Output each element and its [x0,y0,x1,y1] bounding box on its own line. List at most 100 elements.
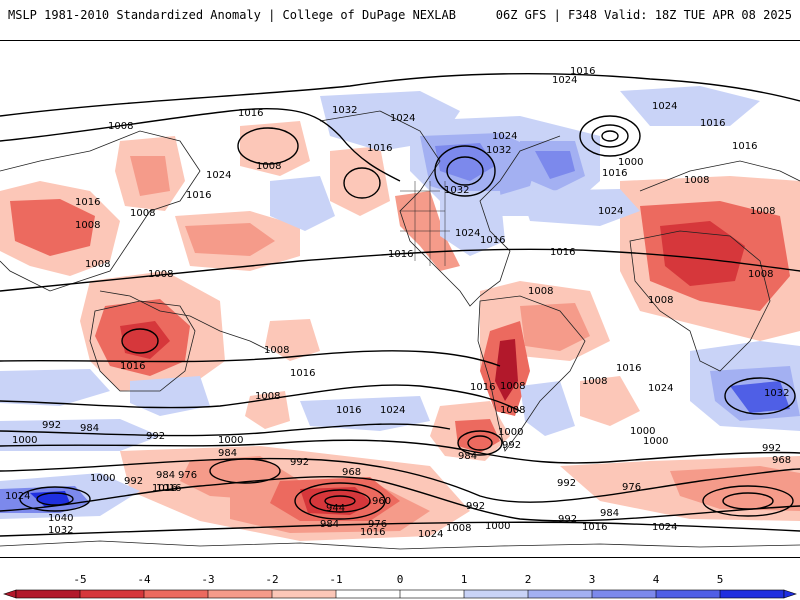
isobar [0,248,800,292]
state-borders [400,181,450,266]
isobar-label: 1008 [648,295,673,306]
isobar-label: 1008 [264,345,289,356]
isobar [434,145,496,197]
anomaly-region [130,156,170,196]
isobar-label: 1000 [12,435,37,446]
isobar-label: 1016 [732,141,757,152]
isobar-label: 1000 [218,435,243,446]
isobar [446,156,484,186]
anomaly-region [330,146,390,216]
isobar-label: 1040 [48,513,73,524]
coastline-australia [89,300,196,392]
isobar-label: 1032 [764,388,789,399]
anomaly-region [660,221,745,286]
isobar [19,486,91,512]
isobar-label: 1016 [156,483,181,494]
isobar-label: 1008 [130,208,155,219]
isobar-label: 1024 [652,101,677,112]
isobar-label: 1008 [256,161,281,172]
coastline-europe [639,160,800,192]
isobar-label: 984 [320,519,339,530]
isobar [702,485,794,517]
isobar-label: 1016 [186,190,211,201]
isobar-label: 1024 [206,170,231,181]
isobar [722,492,774,510]
anomaly-region [130,376,210,416]
isobar-label: 1000 [618,157,643,168]
isobar-label: 1008 [255,391,280,402]
isobar-label: 976 [368,519,387,530]
isobar-label: 984 [600,508,619,519]
isobar-label: 1016 [360,527,385,538]
anomaly-region [435,143,495,181]
isobar-labels: 1016 1024 1016 1008 1032 1024 1024 1024 … [5,66,791,540]
isobar-label: 1032 [444,185,469,196]
isobar-label: 1008 [446,523,471,534]
isobar [343,167,381,199]
isobar-label: 992 [290,457,309,468]
colorbar-block [272,590,337,598]
isobar-label: 976 [622,482,641,493]
isobar-label: 1016 [582,522,607,533]
isobar-label: 984 [458,451,477,462]
isobar-label: 1016 [480,235,505,246]
isobar-label: 1024 [418,529,443,540]
coastline-antarctica [0,540,800,550]
colorbar-block [720,590,785,598]
colorbar-tick-label: -2 [265,573,278,586]
colorbar-block [16,590,81,598]
isobar-label: 1016 [336,405,361,416]
isobar [0,384,521,412]
isobar [591,124,629,148]
isobar-label: 1016 [120,361,145,372]
isobar-label: 1024 [652,522,677,533]
colorbar-tick-label: 4 [653,573,660,586]
isobar [601,130,619,142]
isobar [0,476,800,522]
colorbar-arrow-left [3,589,17,599]
isobar-label: 1024 [492,131,517,142]
colorbar-block [464,590,529,598]
isobar-label: 1008 [582,376,607,387]
isobar-label: 1016 [616,363,641,374]
isobar-label: 976 [178,470,197,481]
isobar-label: 1024 [390,113,415,124]
isobar-label: 992 [466,501,485,512]
colorbar-tick-label: 2 [525,573,532,586]
colorbar-tick-label: 5 [717,573,724,586]
anomaly-region [300,396,430,431]
anomaly-region [520,381,575,436]
anomaly-region [440,191,505,256]
isobar [324,495,356,507]
isobar-label: 1016 [388,249,413,260]
map-panel: 1016 1024 1016 1008 1032 1024 1024 1024 … [0,40,800,558]
isobar [724,377,796,415]
isobar-label: 1000 [498,427,523,438]
isobar-label: 1016 [570,66,595,77]
isobar [579,115,641,157]
coastline-se-asia [99,290,271,352]
isobar-label: 1000 [90,473,115,484]
colorbar-block [336,590,401,598]
coastline-n-america [319,110,561,307]
isobar-label: 1000 [485,521,510,532]
coastline-s-america [477,295,586,452]
colorbar-block [592,590,657,598]
isobar-label: 1008 [750,206,775,217]
isobar-label: 984 [156,470,175,481]
colorbar-block [144,590,209,598]
isobar-label: 1024 [5,491,30,502]
isobar-label: 1016 [75,197,100,208]
isobar-label: 1008 [108,121,133,132]
colorbar-tick-label: -4 [137,573,151,586]
isobar-label: 1008 [75,220,100,231]
isobar [0,350,501,367]
header: MSLP 1981-2010 Standardized Anomaly | Co… [0,0,800,34]
isobar-label: 1008 [85,259,110,270]
isobar-label: 1016 [152,483,177,494]
coastline-asia [0,130,201,292]
chart-title: MSLP 1981-2010 Standardized Anomaly | Co… [8,8,456,22]
colorbar-tick-label: -5 [73,573,86,586]
colorbar-tick-labels: -5 -4 -3 -2 -1 0 1 2 3 4 5 [73,573,723,586]
colorbar-tick-label: 3 [589,573,596,586]
